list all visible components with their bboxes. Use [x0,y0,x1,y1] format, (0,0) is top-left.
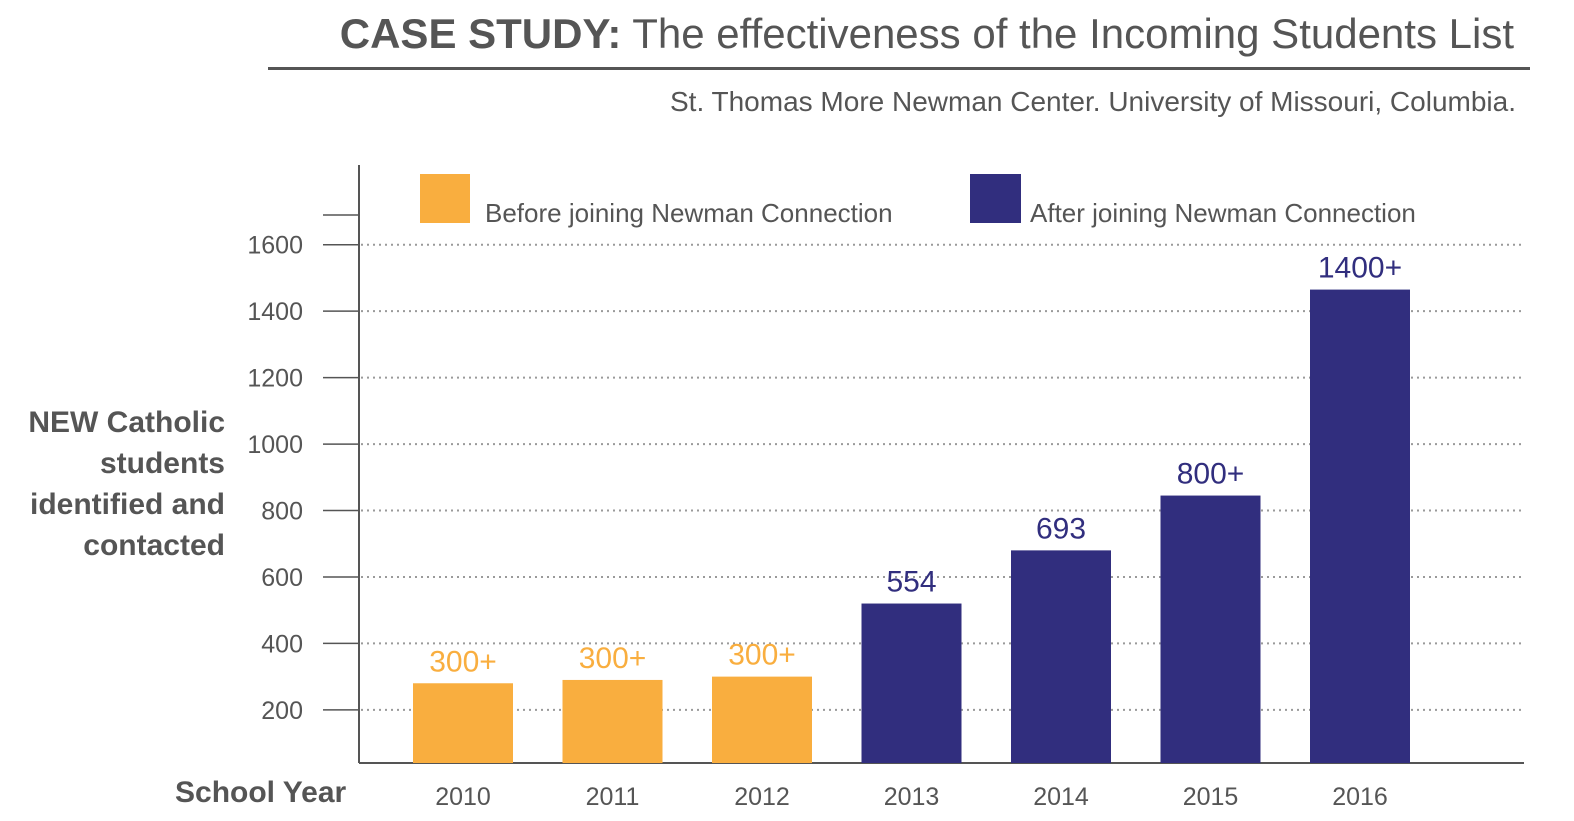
legend-label-after: After joining Newman Connection [1030,198,1416,228]
bar-2012 [712,676,812,763]
bar-2010 [413,683,513,763]
y-axis-label: NEW Catholic students identified and con… [0,402,225,566]
y-tick-label: 600 [261,564,303,592]
y-tick-label: 400 [261,630,303,658]
x-tick-label-2015: 2015 [1183,783,1239,811]
x-tick-label-2010: 2010 [435,783,491,811]
y-axis-label-line: contacted [83,529,225,562]
x-tick-label-2013: 2013 [884,783,940,811]
bar-2015 [1160,495,1261,763]
data-label-2016: 1400+ [1318,252,1402,285]
bar-2011 [562,679,663,763]
chart-subtitle: St. Thomas More Newman Center. Universit… [670,86,1516,117]
title-underline [268,67,1530,70]
data-label-2011: 300+ [579,642,647,675]
title-bold: CASE STUDY: [339,10,622,57]
y-axis-label-line: students [99,447,225,480]
y-axis-label-line: NEW Catholic [28,406,225,439]
legend-label-before: Before joining Newman Connection [485,198,893,228]
data-label-2010: 300+ [429,645,497,678]
x-axis-label: School Year [175,776,347,809]
y-tick-label: 800 [261,498,303,526]
bar-2014 [1011,550,1111,763]
data-label-2015: 800+ [1177,458,1245,491]
bar-2013 [861,603,962,763]
bar-2016 [1310,289,1410,763]
data-label-2012: 300+ [728,639,796,672]
y-tick-label: 1200 [247,365,303,393]
x-tick-label-2012: 2012 [734,783,790,811]
title-rest: The effectiveness of the Incoming Studen… [621,10,1514,57]
legend-swatch-before [420,174,470,223]
data-label-2013: 554 [886,566,936,599]
y-tick-label: 200 [261,697,303,725]
data-label-2014: 693 [1036,512,1086,545]
chart-title: CASE STUDY: The effectiveness of the Inc… [340,10,1514,58]
x-tick-label-2011: 2011 [586,783,640,811]
y-axis-label-line: identified and [30,488,225,521]
x-tick-label-2016: 2016 [1332,783,1388,811]
y-tick-label: 1400 [247,298,303,326]
x-tick-label-2014: 2014 [1033,783,1089,811]
legend-swatch-after [970,174,1021,223]
y-tick-label: 1600 [247,232,303,260]
y-tick-label: 1000 [247,431,303,459]
